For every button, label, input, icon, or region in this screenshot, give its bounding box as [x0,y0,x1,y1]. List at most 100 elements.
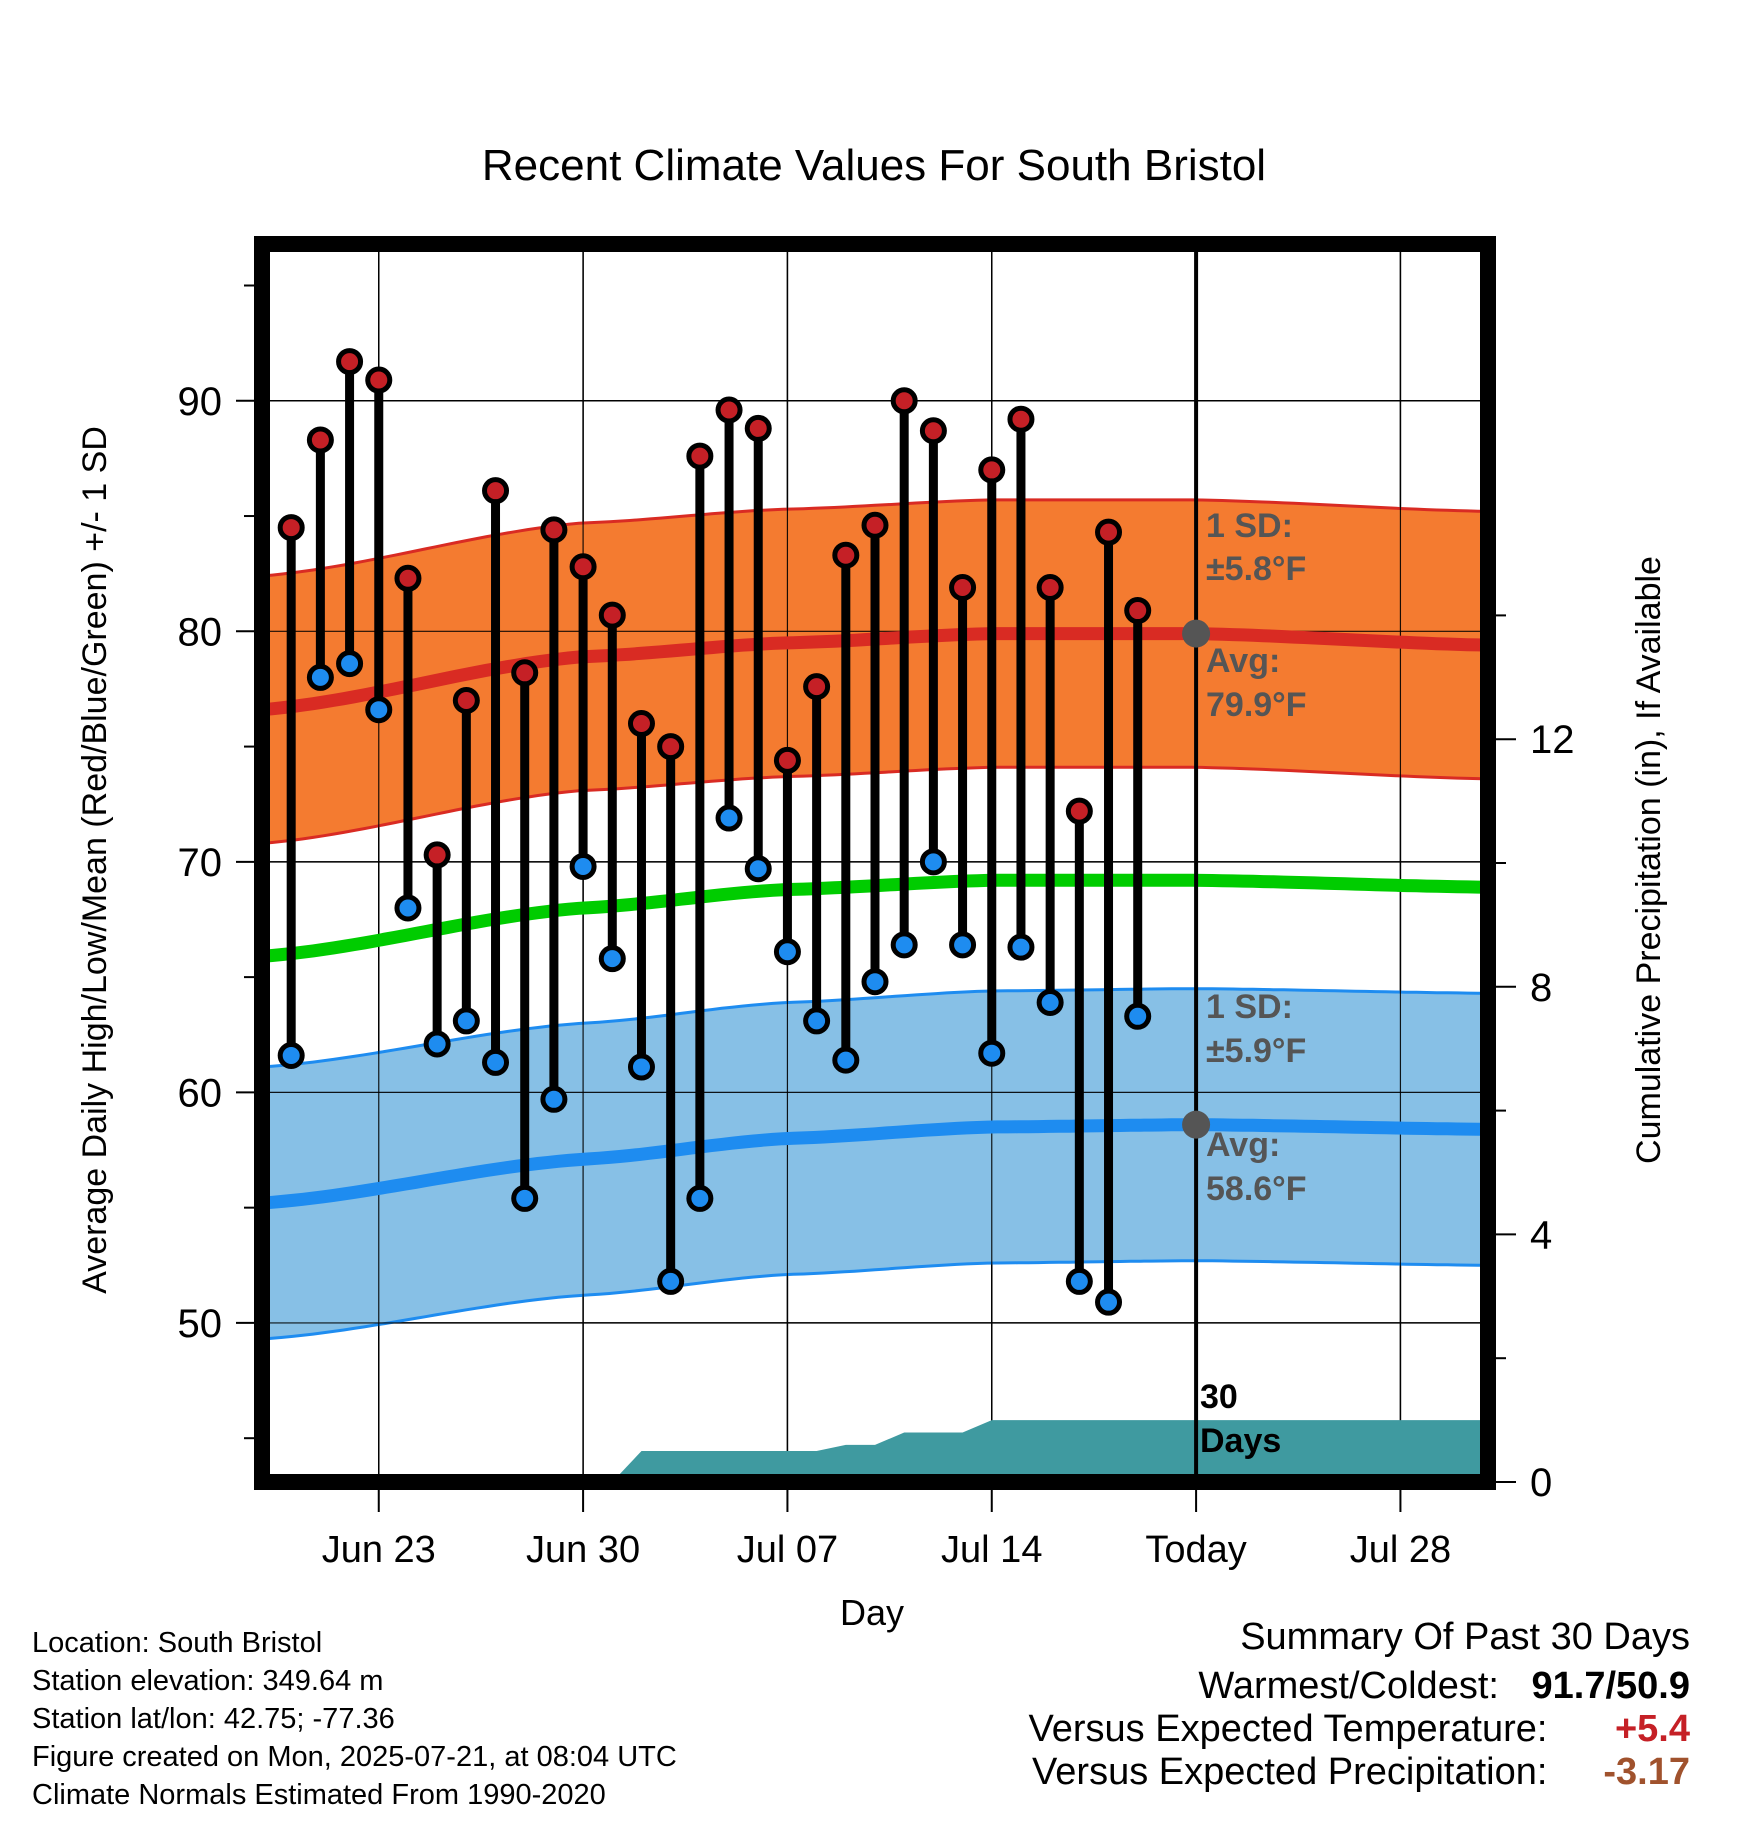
low-point-2025-07-03 [657,1267,685,1295]
low-point-2025-07-11 [890,931,918,959]
high-avg-value: 79.9°F [1206,686,1307,724]
low-avg-label: Avg: [1206,1126,1280,1164]
y2-tick-label-8: 8 [1530,966,1552,1010]
y2-tick-label-0: 0 [1530,1461,1552,1505]
low-point-2025-07-18 [1095,1288,1123,1316]
high-point-2025-06-25 [423,841,451,869]
low-sd-label: 1 SD: [1206,988,1293,1026]
plot-frame [254,236,1496,1490]
summary-title: Summary Of Past 30 Days [1240,1616,1690,1658]
temperature-marks [277,348,1152,1316]
low-sd-value: ±5.9°F [1206,1032,1306,1070]
high-point-2025-07-15 [1007,405,1035,433]
high-point-2025-07-06 [744,414,772,442]
normal-low-line [262,1118,1488,1210]
summary-precip-row: Versus Expected Precipitation: -3.17 [1029,1751,1690,1794]
x-tick-label-4: Today [1145,1529,1246,1571]
high-sd-label: 1 SD: [1206,507,1293,545]
footer-created: Figure created on Mon, 2025-07-21, at 08… [32,1741,677,1773]
today-low-avg-marker [1182,1110,1211,1139]
high-point-2025-07-03 [657,733,685,761]
low-point-2025-06-28 [511,1184,539,1212]
low-point-2025-07-12 [919,848,947,876]
low-point-2025-07-17 [1065,1267,1093,1295]
low-point-2025-07-15 [1007,933,1035,961]
low-point-2025-07-05 [715,804,743,832]
summary-warmest-row: Warmest/Coldest: 91.7/50.9 [1029,1665,1690,1708]
high-point-2025-06-27 [482,477,510,505]
y-tick-label-80: 80 [178,610,223,654]
low-point-2025-06-25 [423,1030,451,1058]
high-point-2025-07-16 [1036,574,1064,602]
high-point-2025-07-02 [627,710,655,738]
y-tick-label-90: 90 [178,380,223,424]
x-tick-label-5: Jul 28 [1350,1529,1451,1571]
high-point-2025-06-24 [394,564,422,592]
axes: 50 60 70 80 90 0 4 8 12 Jun 23 Jun 30 Jul 07 Jul 14 T… [178,236,1575,1571]
high-point-2025-07-11 [890,387,918,415]
low-point-2025-07-02 [627,1053,655,1081]
footer-normals: Climate Normals Estimated From 1990-2020 [32,1779,606,1811]
precip-area [262,1420,1488,1482]
summary-warmest-value: 91.7/50.9 [1531,1665,1690,1707]
low-point-2025-06-26 [452,1007,480,1035]
low-point-2025-07-07 [773,938,801,966]
high-point-2025-07-05 [715,396,743,424]
low-sd-band [262,988,1488,1340]
low-point-2025-07-10 [861,968,889,996]
y2-tick-label-12: 12 [1530,718,1575,762]
footer-meta: Location: South Bristol Station elevatio… [32,1624,677,1814]
summary-panel: Summary Of Past 30 Days Warmest/Coldest:… [1029,1616,1690,1794]
low-point-2025-07-13 [949,931,977,959]
y-axis-label: Average Daily High/Low/Mean (Red/Blue/Gr… [76,426,114,1294]
high-point-2025-07-07 [773,746,801,774]
y-tick-label-60: 60 [178,1071,223,1115]
high-point-2025-07-14 [978,456,1006,484]
high-point-2025-07-01 [598,601,626,629]
y-tick-label-50: 50 [178,1302,223,1346]
low-point-2025-06-27 [482,1048,510,1076]
x-axis-label: Day [840,1592,904,1633]
high-point-2025-07-08 [803,673,831,701]
high-point-2025-07-10 [861,511,889,539]
x-tick-label-1: Jun 30 [526,1529,640,1571]
chart-title: Recent Climate Values For South Bristol [482,141,1266,190]
high-sd-value: ±5.8°F [1206,550,1306,588]
low-point-2025-07-01 [598,945,626,973]
high-point-2025-06-23 [365,366,393,394]
high-point-2025-07-13 [949,574,977,602]
low-point-2025-06-30 [569,852,597,880]
x-tick-label-2: Jul 07 [737,1529,838,1571]
high-point-2025-07-12 [919,417,947,445]
high-point-2025-07-18 [1095,518,1123,546]
low-point-2025-07-19 [1124,1002,1152,1030]
high-point-2025-06-22 [336,348,364,376]
summary-temp-label: Versus Expected Temperature: [1028,1708,1548,1750]
high-point-2025-06-26 [452,686,480,714]
low-point-2025-07-16 [1036,988,1064,1016]
footer-elevation: Station elevation: 349.64 m [32,1665,384,1697]
high-point-2025-06-20 [277,514,305,542]
high-point-2025-06-28 [511,659,539,687]
low-point-2025-06-29 [540,1085,568,1113]
window-label-number: 30 [1200,1378,1238,1416]
window-label-days: Days [1200,1422,1281,1460]
high-point-2025-07-04 [686,442,714,470]
y2-tick-label-4: 4 [1530,1213,1552,1257]
high-point-2025-07-09 [832,541,860,569]
high-point-2025-06-21 [306,426,334,454]
footer-latlon: Station lat/lon: 42.75; -77.36 [32,1703,395,1735]
low-point-2025-07-09 [832,1046,860,1074]
high-avg-label: Avg: [1206,642,1280,680]
high-point-2025-06-29 [540,516,568,544]
low-point-2025-07-08 [803,1007,831,1035]
footer-location: Location: South Bristol [32,1627,323,1659]
high-point-2025-06-30 [569,553,597,581]
low-avg-value: 58.6°F [1206,1170,1307,1208]
low-point-2025-07-14 [978,1039,1006,1067]
low-sd-lower-edge [262,1259,1488,1341]
high-point-2025-07-17 [1065,797,1093,825]
y-tick-label-70: 70 [178,841,223,885]
low-point-2025-06-22 [336,650,364,678]
